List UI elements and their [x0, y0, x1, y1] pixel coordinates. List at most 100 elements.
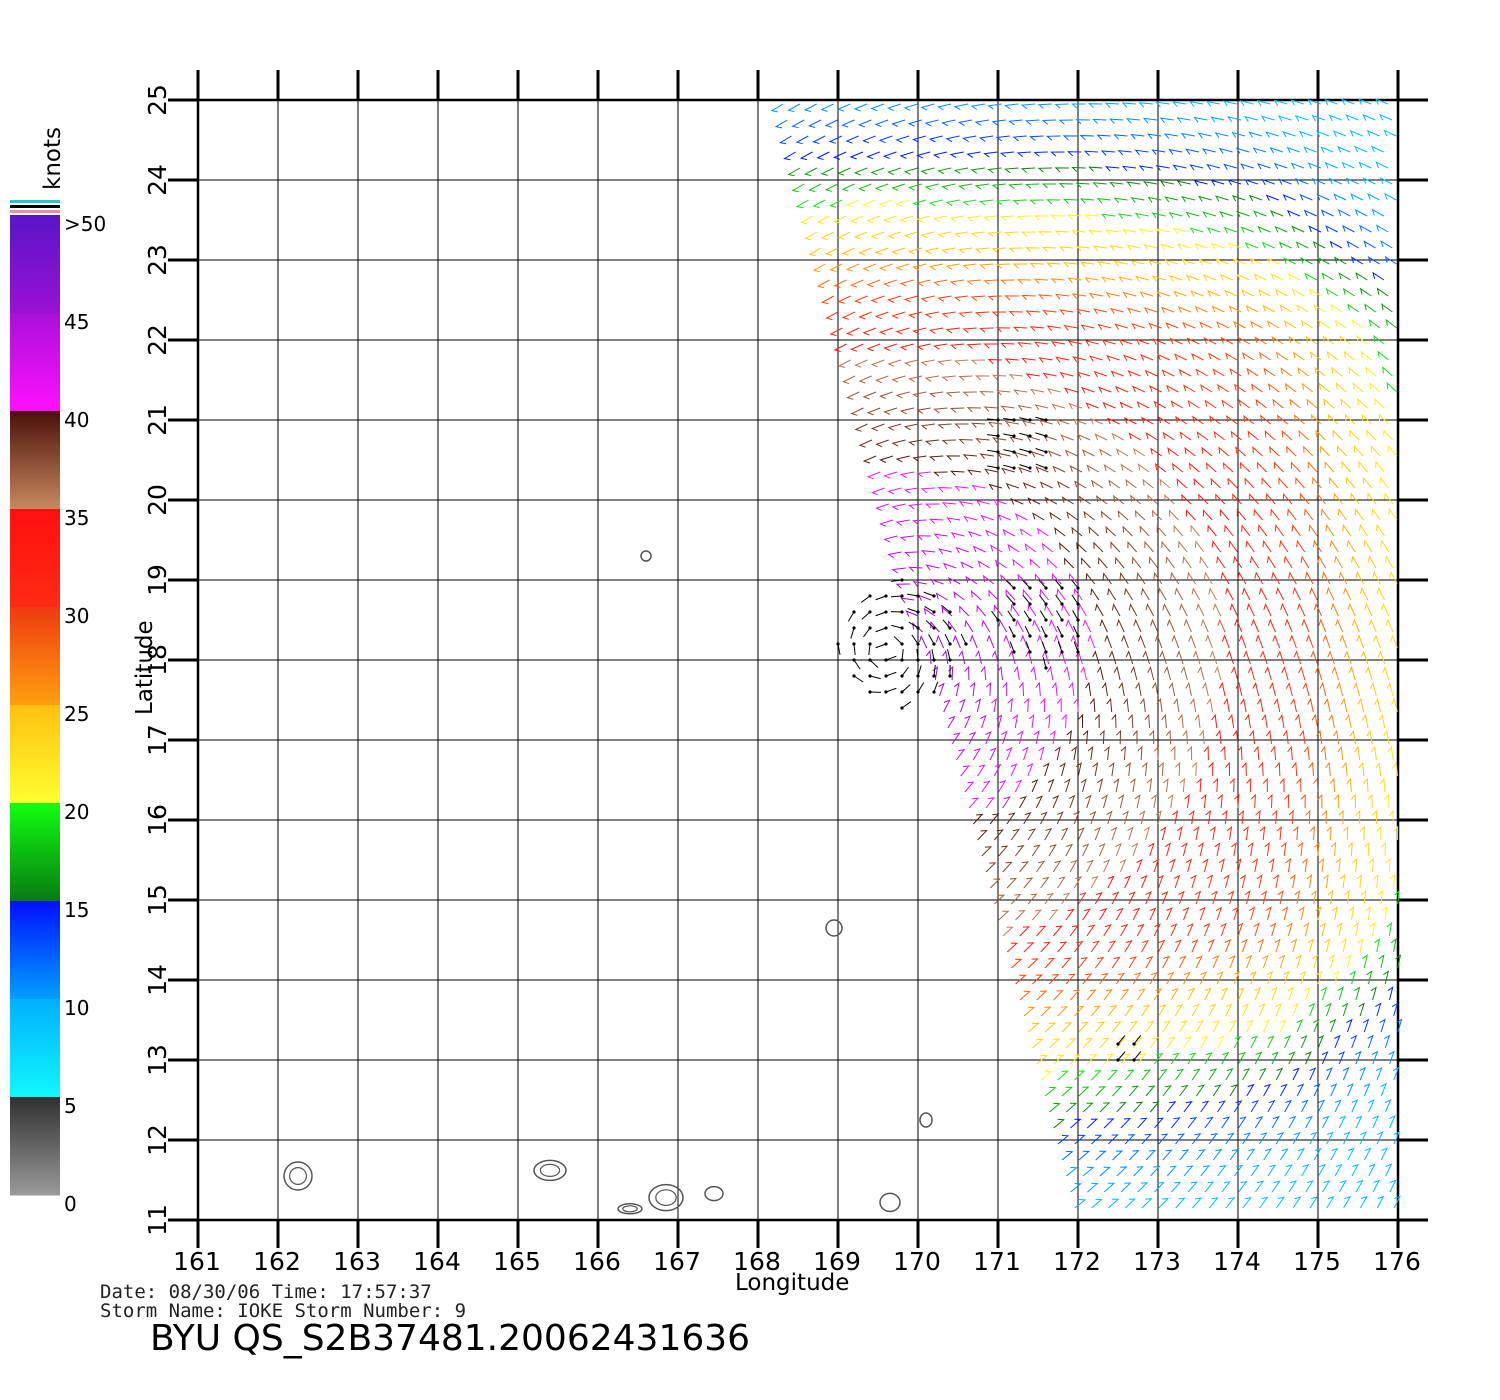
- wind-vector: [1012, 199, 1027, 205]
- rain-flag-vector: [837, 643, 841, 655]
- wind-vector: [956, 748, 966, 761]
- island-outline: [533, 1159, 567, 1182]
- wind-vector: [1267, 1035, 1275, 1049]
- wind-vector: [1369, 682, 1377, 697]
- wind-vector: [1367, 793, 1373, 809]
- wind-vector: [1074, 480, 1087, 489]
- wind-vector: [1124, 875, 1132, 889]
- wind-vector: [812, 135, 826, 144]
- wind-vector: [1120, 1053, 1131, 1065]
- wind-vector: [1201, 148, 1216, 155]
- wind-vector: [1193, 116, 1208, 123]
- wind-vector: [1374, 98, 1389, 105]
- wind-vector: [1244, 890, 1251, 905]
- wind-vector: [1112, 494, 1125, 505]
- wind-vector: [1307, 938, 1314, 953]
- wind-vector: [1292, 1002, 1299, 1017]
- wind-vector: [1329, 476, 1339, 489]
- wind-vector: [1225, 587, 1234, 601]
- wind-vector: [1275, 761, 1281, 777]
- rain-flag-dot: [852, 674, 856, 678]
- wind-vector: [1176, 650, 1184, 665]
- wind-vector: [1042, 372, 1057, 379]
- wind-vector: [1175, 415, 1188, 425]
- wind-vector: [990, 544, 1003, 553]
- wind-vector: [1256, 461, 1268, 473]
- wind-vector: [1339, 873, 1346, 889]
- wind-vector: [1333, 970, 1340, 985]
- wind-vector: [895, 583, 910, 589]
- rain-flag-vector: [1003, 433, 1015, 437]
- wind-vector: [1211, 242, 1225, 250]
- rain-flag-vector: [1117, 1051, 1126, 1061]
- wind-vector: [983, 151, 998, 158]
- wind-vector: [1261, 713, 1268, 729]
- rain-flag-vector: [987, 449, 999, 453]
- wind-vector: [1221, 1051, 1230, 1065]
- wind-vector: [1300, 793, 1306, 809]
- wind-vector: [1330, 1147, 1339, 1161]
- wind-vector: [1224, 524, 1234, 537]
- wind-vector: [1246, 367, 1259, 377]
- wind-vector: [1222, 461, 1234, 473]
- rain-flag-dot: [868, 610, 872, 614]
- wind-vector: [1392, 1066, 1400, 1081]
- wind-vector: [1103, 924, 1112, 937]
- wind-vector: [1393, 1131, 1401, 1145]
- wind-vector: [1242, 1067, 1251, 1081]
- wind-vector: [1286, 445, 1297, 457]
- wind-vector: [1206, 697, 1213, 713]
- wind-vector: [1337, 986, 1344, 1001]
- rain-flag-vector: [869, 675, 881, 680]
- wind-vector: [917, 594, 932, 601]
- wind-vector: [891, 503, 906, 511]
- wind-vector: [1248, 906, 1256, 921]
- wind-vector: [1089, 355, 1103, 362]
- wind-vector: [1231, 195, 1246, 202]
- wind-vector: [1280, 602, 1289, 617]
- wind-vector: [912, 391, 927, 399]
- wind-vector: [1213, 430, 1226, 441]
- wind-vector: [1182, 906, 1190, 921]
- wind-vector: [1204, 987, 1212, 1001]
- wind-vector: [903, 103, 918, 111]
- wind-vector: [1227, 713, 1235, 729]
- wind-vector: [1299, 130, 1313, 138]
- rain-flag-dot: [852, 626, 856, 630]
- wind-vector: [930, 578, 944, 586]
- wind-vector: [1010, 894, 1022, 905]
- wind-vector: [1044, 1086, 1057, 1097]
- wind-vector: [1249, 729, 1256, 745]
- wind-vector: [1278, 178, 1292, 185]
- wind-vector: [989, 747, 997, 761]
- wind-vector: [1036, 527, 1049, 537]
- wind-vector: [945, 135, 960, 143]
- rain-flag-vector: [1035, 416, 1047, 421]
- legend-tick-label: 5: [64, 1094, 77, 1118]
- wind-vector: [1118, 276, 1133, 283]
- wind-vector: [1044, 496, 1058, 505]
- wind-vector: [1131, 842, 1139, 857]
- wind-vector: [998, 780, 1007, 793]
- wind-vector: [1017, 573, 1028, 585]
- rain-flag-vector: [1072, 610, 1079, 621]
- wind-vector: [1303, 146, 1317, 154]
- wind-vector: [1179, 431, 1192, 441]
- wind-vector: [1196, 1149, 1206, 1161]
- wind-vector: [1190, 524, 1200, 537]
- wind-vector: [1197, 132, 1212, 139]
- wind-vector: [1141, 761, 1148, 777]
- wind-vector: [1385, 1163, 1393, 1177]
- wind-vector: [1001, 467, 1015, 474]
- wind-vector: [935, 634, 945, 649]
- wind-vector: [1118, 339, 1133, 346]
- wind-vector: [1167, 447, 1179, 457]
- wind-vector: [1305, 809, 1311, 825]
- wind-vector: [1038, 419, 1053, 426]
- rain-flag-vector: [1006, 595, 1015, 605]
- wind-vector: [1325, 288, 1339, 297]
- wind-vector: [1056, 588, 1066, 601]
- wind-vector: [1378, 413, 1389, 425]
- wind-vector: [1067, 214, 1082, 220]
